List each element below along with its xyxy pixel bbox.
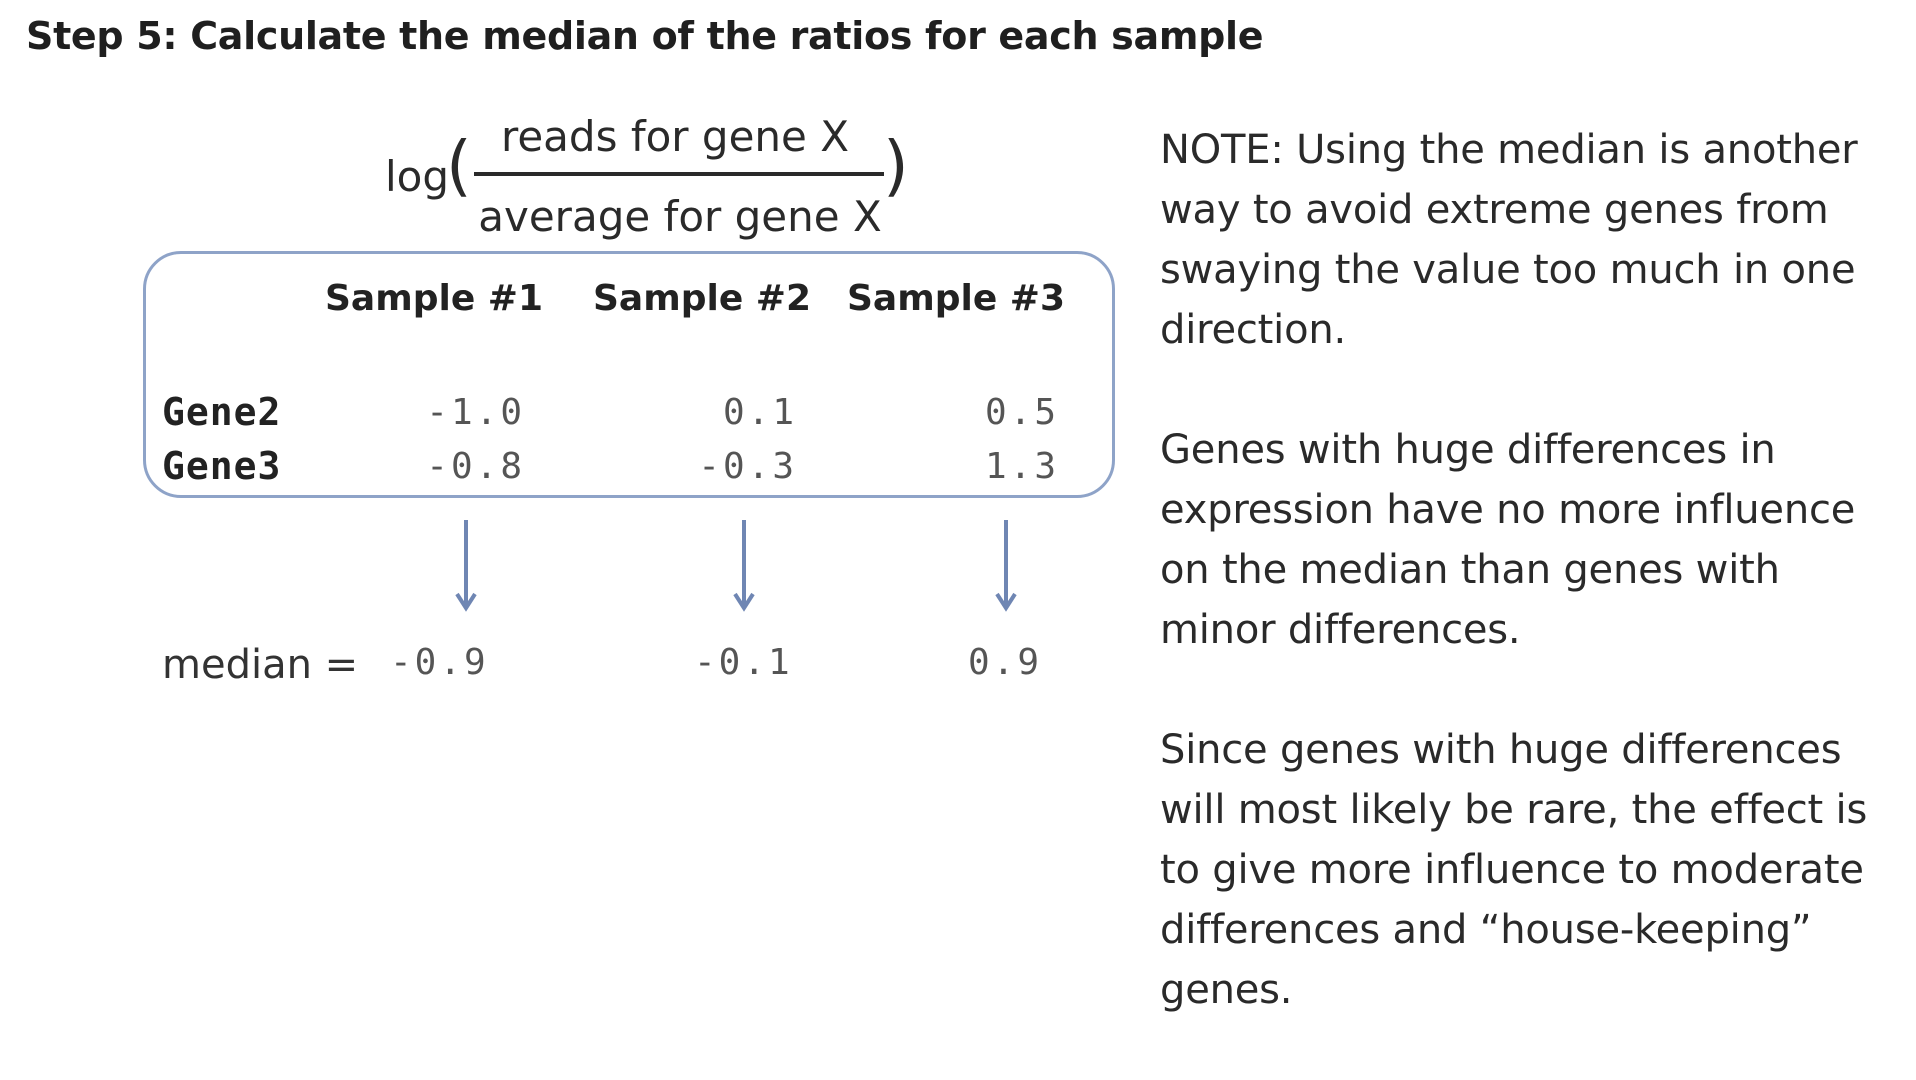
note-line: differences and “house-keeping” [1160, 907, 1812, 953]
formula-log-label: log [385, 152, 450, 201]
table-cell: 0.1 [722, 392, 797, 433]
formula-denominator: average for gene X [478, 192, 882, 241]
formula-left-paren: ( [446, 127, 472, 204]
row-label-gene3: Gene3 [162, 444, 282, 488]
down-arrow-icon [455, 520, 477, 612]
note-paragraph: Since genes with huge differences will m… [1160, 720, 1900, 1020]
note-line: to give more influence to moderate [1160, 847, 1864, 893]
note-line: will most likely be rare, the effect is [1160, 787, 1868, 833]
median-value-sample-1: -0.9 [390, 642, 489, 683]
note-paragraph: Genes with huge differences in expressio… [1160, 420, 1900, 660]
note-line: genes. [1160, 967, 1293, 1013]
note-line: NOTE: Using the median is another [1160, 127, 1858, 173]
row-label-gene2: Gene2 [162, 390, 282, 434]
note-line: direction. [1160, 307, 1347, 353]
table-cell: -1.0 [426, 392, 525, 433]
median-value-sample-2: -0.1 [694, 642, 793, 683]
formula-numerator: reads for gene X [501, 112, 849, 161]
note-paragraph: NOTE: Using the median is another way to… [1160, 120, 1900, 360]
column-header-sample-1: Sample #1 [324, 278, 543, 319]
column-header-sample-2: Sample #2 [592, 278, 811, 319]
note-line: way to avoid extreme genes from [1160, 187, 1829, 233]
median-value-sample-3: 0.9 [968, 642, 1043, 683]
note-line: Since genes with huge differences [1160, 727, 1842, 773]
median-label: median = [162, 642, 359, 688]
notes-panel: NOTE: Using the median is another way to… [1160, 120, 1900, 1080]
page-title: Step 5: Calculate the median of the rati… [26, 14, 1264, 58]
note-line: Genes with huge differences in [1160, 427, 1776, 473]
table-cell: -0.8 [426, 446, 525, 487]
formula-right-paren: ) [883, 127, 909, 204]
down-arrow-icon [995, 520, 1017, 612]
note-line: on the median than genes with [1160, 547, 1780, 593]
note-line: swaying the value too much in one [1160, 247, 1856, 293]
table-cell: 0.5 [984, 392, 1059, 433]
formula-fraction-bar [474, 172, 884, 176]
ratio-table-box [143, 251, 1115, 498]
down-arrow-icon [733, 520, 755, 612]
note-line: minor differences. [1160, 607, 1521, 653]
table-cell: -0.3 [698, 446, 797, 487]
column-header-sample-3: Sample #3 [846, 278, 1065, 319]
table-cell: 1.3 [984, 446, 1059, 487]
note-line: expression have no more influence [1160, 487, 1856, 533]
